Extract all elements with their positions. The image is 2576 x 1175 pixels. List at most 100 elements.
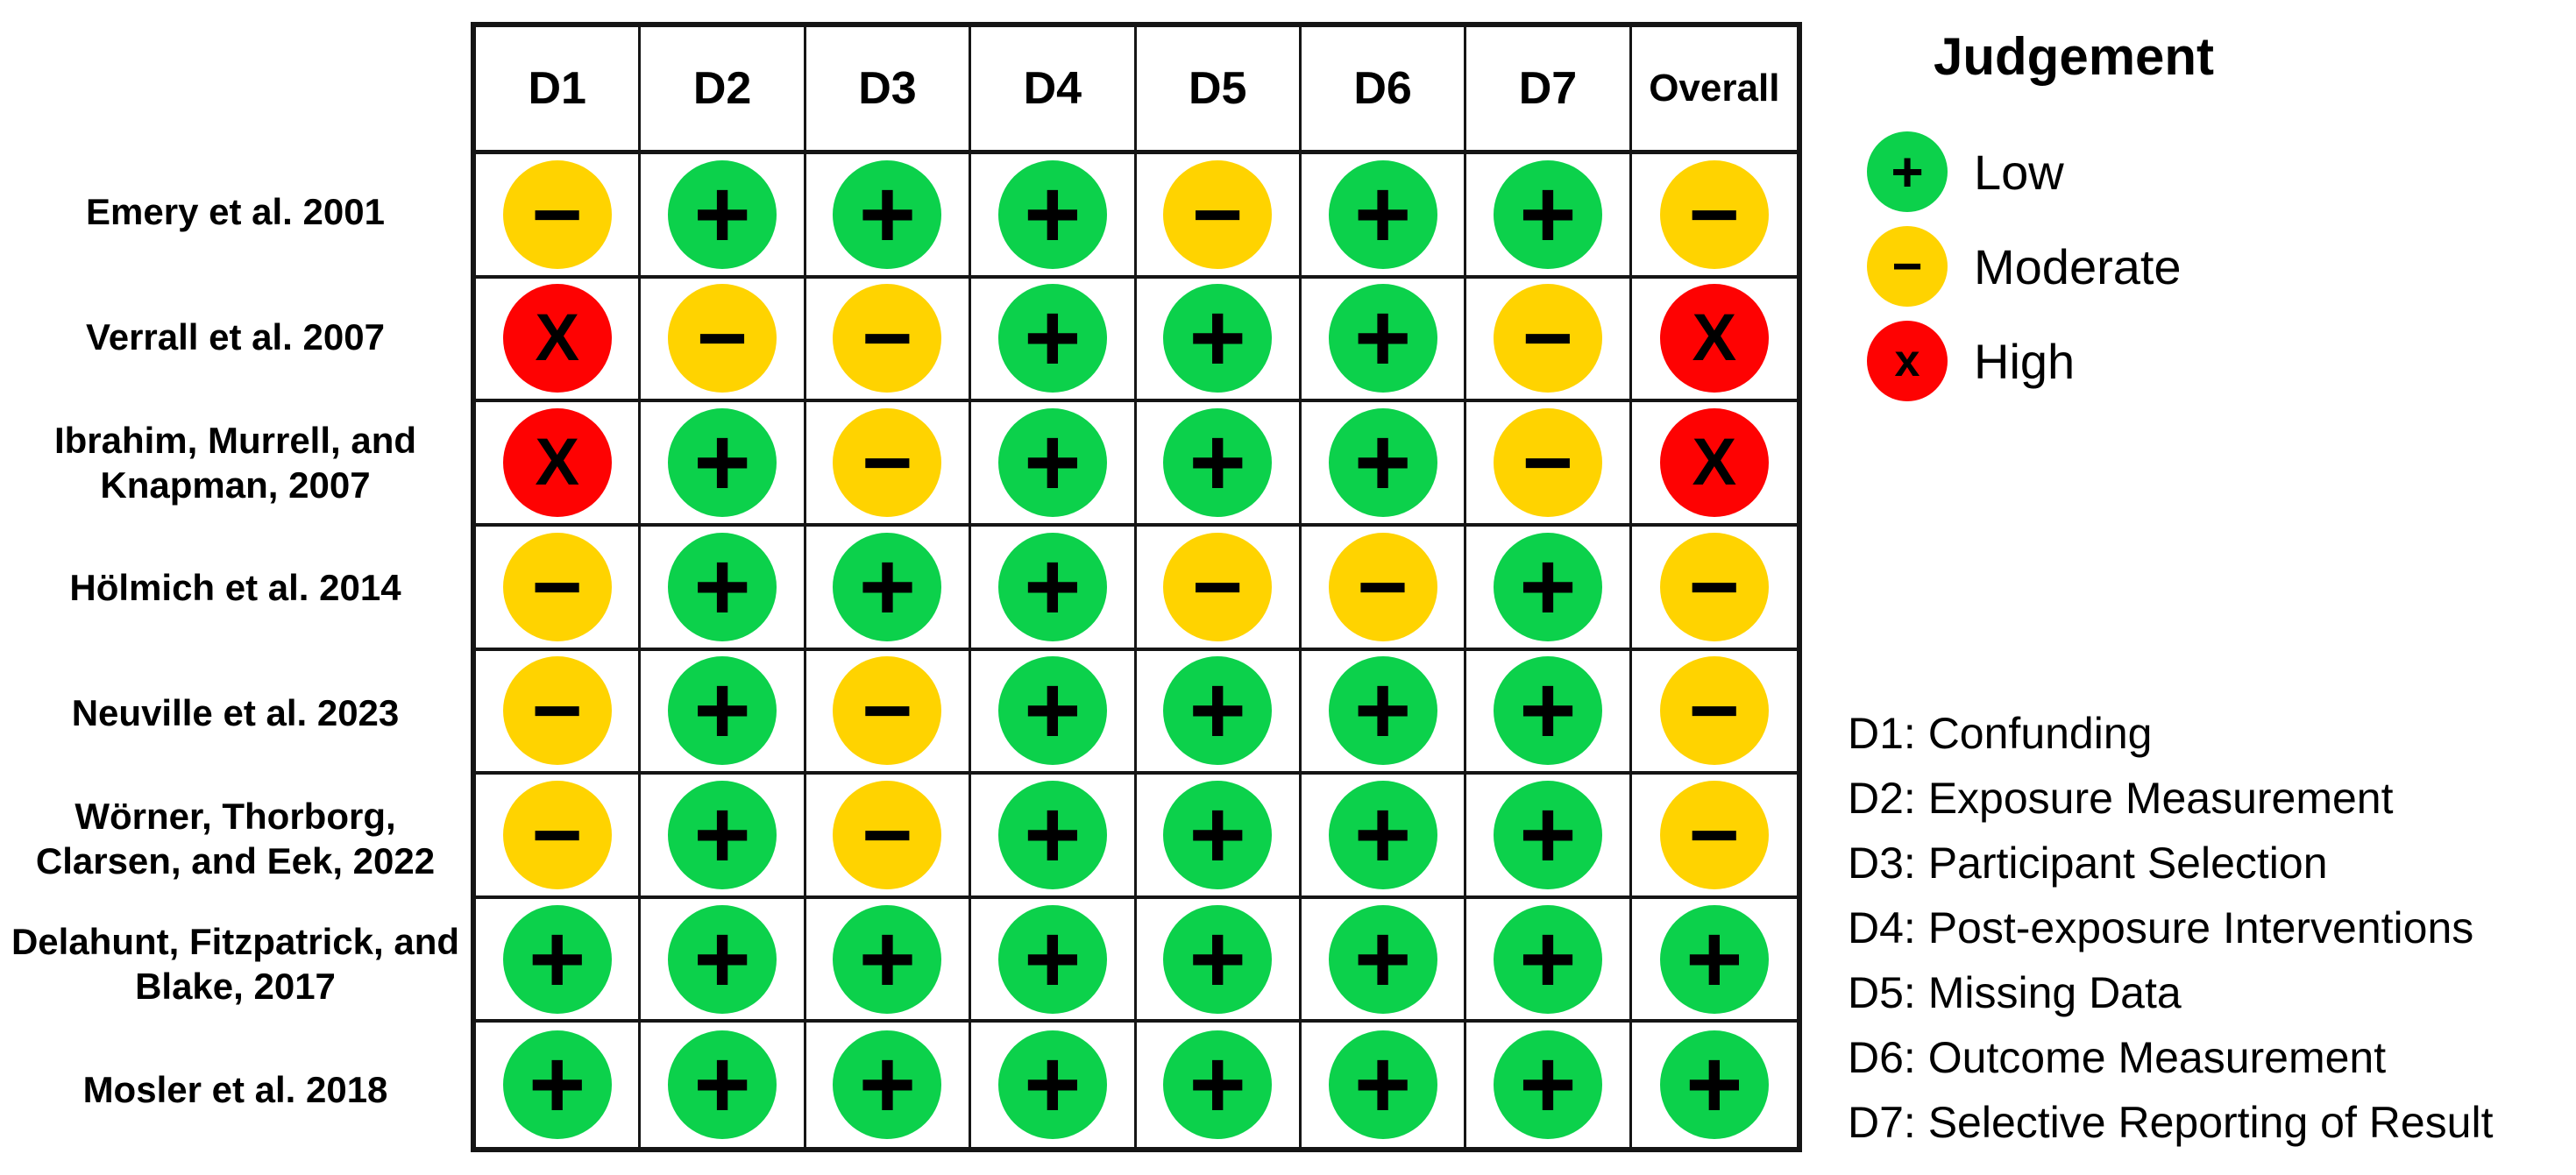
cell-overall-row6: −	[1631, 775, 1797, 899]
judgement-circle-low: +	[833, 1030, 942, 1140]
judgement-circle-moderate: −	[502, 780, 612, 889]
cell-overall-row1: −	[1631, 154, 1797, 279]
judgement-circle-low: +	[997, 903, 1107, 1014]
cell-overall-row4: −	[1631, 527, 1797, 651]
judgement-symbol-icon: +	[1353, 283, 1412, 393]
judgement-circle-low: +	[833, 532, 942, 641]
study-label: Neuville et al. 2023	[71, 692, 400, 734]
judgement-circle-moderate: −	[1659, 532, 1769, 641]
judgement-symbol-icon: +	[528, 903, 586, 1014]
judgement-symbol-icon: +	[1189, 655, 1246, 766]
study-label: Mosler et al. 2018	[82, 1068, 388, 1110]
judgement-circle-low: +	[997, 283, 1107, 393]
judgement-symbol-icon: +	[1353, 903, 1412, 1014]
cell-d1-row5: −	[476, 650, 642, 775]
judgement-symbol-icon: +	[693, 159, 751, 269]
study-label: Emery et al. 2001	[86, 190, 385, 232]
column-header-d3: D3	[805, 27, 972, 154]
judgement-circle-moderate: −	[1493, 408, 1602, 518]
cell-d1-row8: +	[476, 1023, 642, 1147]
judgement-circle-low: +	[668, 904, 777, 1014]
judgement-symbol-icon: +	[1024, 407, 1082, 518]
judgement-symbol-icon: +	[1519, 159, 1577, 269]
study-labels-column: Emery et al. 2001 Verrall et al. 2007 Ibra…	[0, 149, 471, 1152]
domain-description-d5: D5: Missing Data	[1848, 968, 2182, 1017]
cell-d4-row5: +	[971, 650, 1137, 775]
judgement-symbol-icon: +	[693, 779, 751, 889]
judgement-symbol-icon: X	[535, 425, 580, 500]
judgement-circle-low: +	[1328, 159, 1437, 269]
cell-d2-row7: +	[641, 898, 806, 1023]
legend-symbol-icon: x	[1894, 336, 1920, 386]
cell-d2-row1: +	[641, 154, 806, 279]
judgement-circle-low: +	[1493, 531, 1602, 641]
judgement-symbol-icon: +	[528, 1030, 586, 1140]
cell-overall-row3: X	[1631, 402, 1797, 527]
judgement-circle-low: +	[997, 779, 1107, 889]
judgement-circle-moderate: −	[833, 656, 942, 766]
rob-table: D1 D2 D3 D4 D5 D6 D7 Overall − + + + − + + − X − − + + + − X X + −…	[471, 22, 1802, 1152]
judgement-circle-low: +	[668, 532, 777, 641]
judgement-circle-low: +	[1328, 408, 1437, 518]
judgement-symbol-icon: +	[1024, 159, 1082, 269]
judgement-symbol-icon: −	[1191, 165, 1244, 264]
study-label: Ibrahim, Murrell, and Knapman, 2007	[53, 419, 417, 506]
judgement-symbol-icon: −	[862, 289, 913, 388]
study-label: Delahunt, Fitzpatrick, and Blake, 2017	[11, 920, 460, 1008]
judgement-symbol-icon: +	[1189, 903, 1246, 1014]
cell-d7-row2: −	[1466, 278, 1632, 403]
cell-d3-row8: +	[806, 1023, 972, 1147]
judgement-symbol-icon: +	[1024, 1030, 1082, 1140]
legend-symbol-icon: +	[1891, 140, 1924, 203]
domain-description-d4: D4: Post-exposure Interventions	[1848, 903, 2474, 952]
judgement-circle-moderate: −	[833, 780, 942, 889]
cell-d2-row3: +	[641, 402, 806, 527]
judgement-symbol-icon: +	[1519, 779, 1577, 889]
cell-d5-row4: −	[1136, 526, 1302, 651]
judgement-circle-moderate: −	[1659, 159, 1769, 269]
legend: + Low − Moderate x High	[1867, 131, 2182, 415]
cell-d4-row3: +	[971, 402, 1137, 527]
cell-d2-row6: +	[641, 775, 806, 899]
judgement-symbol-icon: −	[696, 289, 749, 388]
study-label: Wörner, Thorborg, Clarsen, and Eek, 2022	[35, 795, 436, 882]
legend-symbol-icon: −	[1891, 237, 1923, 295]
judgement-circle-low: +	[502, 1030, 612, 1140]
judgement-circle-moderate: −	[1659, 656, 1769, 766]
judgement-circle-low: +	[1493, 655, 1602, 766]
judgement-symbol-icon: −	[1688, 785, 1741, 884]
cell-d4-row8: +	[971, 1023, 1137, 1147]
cell-d3-row7: +	[805, 898, 972, 1023]
judgement-circle-low: +	[668, 159, 777, 269]
judgement-circle-moderate: −	[502, 159, 612, 269]
judgement-circle-low: +	[1328, 903, 1437, 1014]
judgement-symbol-icon: +	[1519, 655, 1577, 766]
judgement-circle-moderate: −	[502, 656, 612, 766]
cell-d5-row5: +	[1136, 650, 1302, 775]
judgement-circle-low: +	[1493, 904, 1602, 1014]
judgement-symbol-icon: +	[1024, 903, 1082, 1014]
cell-d2-row5: +	[641, 650, 806, 775]
cell-d5-row8: +	[1137, 1023, 1302, 1147]
cell-d5-row7: +	[1136, 898, 1302, 1023]
judgement-symbol-icon: +	[1189, 283, 1246, 393]
cell-d6-row1: +	[1301, 154, 1467, 279]
judgement-symbol-icon: +	[1024, 779, 1082, 889]
cell-d3-row6: −	[805, 775, 972, 899]
judgement-symbol-icon: +	[693, 407, 751, 518]
judgement-circle-low: +	[1493, 159, 1602, 269]
judgement-circle-low: +	[1493, 1030, 1602, 1140]
judgement-symbol-icon: +	[1024, 283, 1082, 393]
judgement-symbol-icon: +	[1353, 779, 1412, 889]
study-label: Hölmich et al. 2014	[69, 567, 401, 609]
judgement-symbol-icon: +	[1024, 531, 1082, 641]
cell-d5-row6: +	[1136, 775, 1302, 899]
judgement-circle-low: +	[1163, 780, 1273, 889]
judgement-symbol-icon: +	[858, 159, 917, 269]
column-header-d5: D5	[1136, 27, 1302, 154]
cell-d7-row4: +	[1466, 526, 1632, 651]
judgement-symbol-icon: −	[862, 662, 913, 761]
judgement-symbol-icon: +	[1519, 531, 1577, 641]
judgement-circle-low: +	[997, 1030, 1107, 1140]
cell-d1-row3: X	[476, 402, 642, 527]
